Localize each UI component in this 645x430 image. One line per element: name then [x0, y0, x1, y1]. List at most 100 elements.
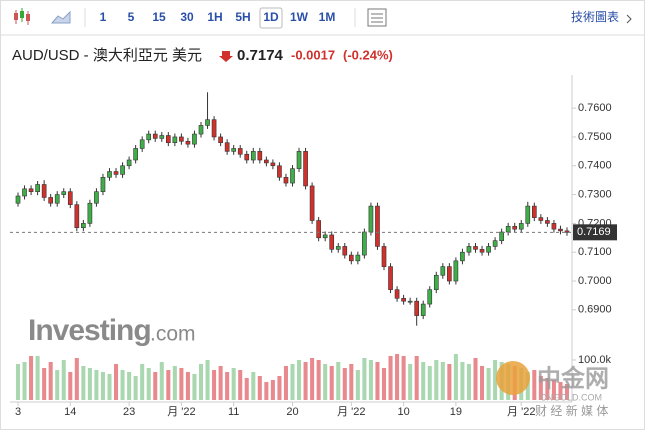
candle-body — [414, 300, 420, 316]
volume-bar — [205, 360, 210, 400]
candle-body — [15, 195, 21, 204]
candle-body — [257, 151, 263, 161]
candle-body — [427, 289, 433, 305]
candle-body — [335, 246, 341, 250]
interval-button[interactable]: 5H — [235, 10, 250, 24]
volume-bar — [466, 364, 471, 400]
interval-button[interactable]: 15 — [152, 10, 166, 24]
table-icon[interactable] — [367, 8, 387, 27]
volume-bar — [251, 372, 256, 400]
chevron-icon — [626, 14, 632, 24]
volume-bar — [140, 364, 145, 400]
interval-button[interactable]: 1 — [100, 10, 107, 24]
volume-bar — [48, 362, 53, 400]
y-tick-label: 0.7300 — [578, 188, 612, 200]
volume-bar — [277, 376, 282, 400]
volume-bar — [473, 358, 478, 400]
candle-body — [303, 151, 308, 187]
interval-button[interactable]: 1M — [319, 10, 336, 24]
candle-body — [205, 119, 210, 126]
volume-bar — [198, 364, 204, 400]
candle-body — [146, 133, 152, 141]
volume-bar — [55, 370, 60, 400]
volume-bar — [87, 368, 92, 400]
volume-bar — [323, 364, 328, 400]
volume-bar — [310, 358, 315, 400]
candle-body — [48, 197, 54, 204]
candle-body — [538, 217, 544, 221]
candle-body — [94, 191, 99, 204]
change: -0.0017 — [291, 47, 335, 62]
instrument-title: AUD/USD - 澳大利亞元 美元 — [12, 47, 202, 64]
candle-body — [375, 205, 380, 247]
volume-bar — [316, 360, 321, 400]
x-tick-label: 23 — [123, 406, 135, 418]
candle-body — [342, 246, 348, 256]
last-price-label: 0.7169 — [577, 226, 611, 238]
volume-bar — [558, 382, 563, 400]
volume-bar — [388, 356, 393, 400]
candle-body — [466, 246, 472, 253]
cn-domain: CNGOLD.COM — [540, 392, 602, 402]
candle-body — [329, 234, 335, 250]
candle-body — [126, 159, 132, 167]
volume-bar — [453, 354, 458, 400]
volume-bar — [362, 358, 367, 400]
candle-body — [179, 136, 184, 142]
volume-bar — [447, 364, 452, 400]
interval-button[interactable]: 1W — [290, 10, 309, 24]
volume-bar — [564, 384, 570, 400]
volume-bar — [185, 372, 190, 400]
volume-bar — [480, 366, 485, 400]
price: 0.7174 — [237, 47, 284, 64]
chart-link[interactable]: 技術圖表 — [571, 10, 619, 24]
x-tick-label: 月 '22 — [337, 406, 365, 418]
candle-body — [407, 300, 413, 303]
candle-body — [165, 135, 171, 144]
volume-bar — [94, 370, 99, 400]
volume-bar — [107, 374, 112, 400]
interval-button[interactable]: 1D — [263, 10, 279, 24]
volume-bar — [283, 366, 288, 400]
candle-body — [81, 223, 86, 229]
interval-button[interactable]: 1H — [207, 10, 222, 24]
interval-button[interactable]: 5 — [128, 10, 135, 24]
candle-body — [394, 289, 400, 299]
volume-bar — [401, 356, 406, 400]
x-tick-label: 月 '22 — [167, 406, 195, 418]
volume-bar — [35, 356, 40, 400]
candle-body — [512, 225, 518, 230]
candle-icon[interactable] — [14, 8, 30, 25]
volume-bar — [15, 364, 21, 400]
cn-slogan: 财 经 新 媒 体 — [535, 403, 608, 418]
cn-watermark: 中金网 — [537, 364, 609, 392]
candle-body — [270, 162, 276, 167]
x-tick-label: 10 — [397, 406, 409, 418]
volume-bar — [303, 362, 308, 400]
candle-body — [120, 165, 125, 175]
candle-body — [113, 171, 119, 175]
candle-body — [107, 171, 112, 178]
area-icon[interactable] — [50, 10, 71, 24]
candle-body — [22, 188, 27, 197]
candle-body — [198, 125, 204, 135]
candle-body — [531, 205, 537, 218]
interval-button[interactable]: 30 — [180, 10, 194, 24]
candle-body — [61, 191, 67, 195]
y-tick-label: 0.6900 — [578, 304, 612, 316]
candle-body — [237, 148, 243, 155]
candle-body — [322, 234, 328, 239]
volume-bar — [427, 366, 432, 400]
volume-bar — [22, 362, 27, 400]
candle-body — [499, 231, 504, 241]
candle-body — [433, 274, 439, 290]
candle-body — [348, 254, 354, 262]
volume-bar — [414, 356, 419, 400]
volume-bar — [421, 362, 426, 400]
volume-bar — [551, 380, 556, 400]
volume-bar — [368, 360, 373, 400]
candle-body — [355, 254, 361, 262]
volume-bar — [460, 362, 465, 400]
